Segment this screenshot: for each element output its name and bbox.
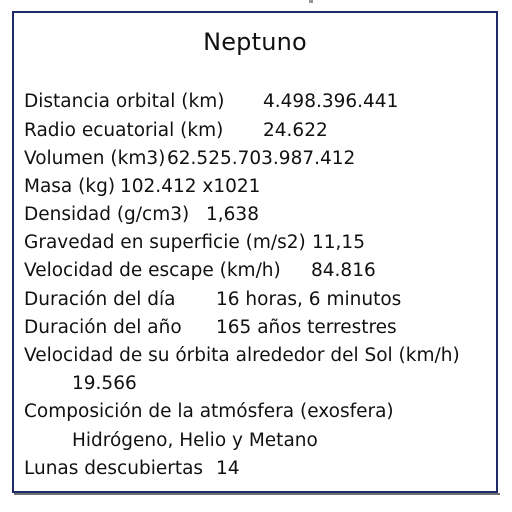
value-density: 1,638 <box>206 204 259 225</box>
value-day-length: 16 horas, 6 minutos <box>216 289 402 310</box>
value-mass: 102.412 x1021 <box>120 176 261 197</box>
row-gravity: Gravedad en superficie (m/s2) 11,15 <box>24 231 365 255</box>
row-density: Densidad (g/cm3) 1,638 <box>24 203 259 227</box>
value-gravity: 11,15 <box>312 232 365 253</box>
value-escape-velocity: 84.816 <box>311 260 376 281</box>
value-moons: 14 <box>216 458 240 479</box>
label-day-length: Duración del día <box>24 289 176 310</box>
row-equatorial-radius: Radio ecuatorial (km) 24.622 <box>24 119 328 143</box>
value-equatorial-radius: 24.622 <box>263 120 328 141</box>
row-day-length: Duración del día 16 horas, 6 minutos <box>24 288 401 312</box>
label-moons: Lunas descubiertas <box>24 458 204 479</box>
row-moons: Lunas descubiertas 14 <box>24 457 240 481</box>
planet-info-card: Neptuno Distancia orbital (km) 4.498.396… <box>12 11 498 493</box>
label-orbit-speed: Velocidad de su órbita alrededor del Sol… <box>24 345 460 366</box>
label-orbital-distance: Distancia orbital (km) <box>24 91 225 112</box>
row-volume: Volumen (km3) 62.525.703.987.412 <box>24 147 355 171</box>
row-orbit-speed-label: Velocidad de su órbita alrededor del Sol… <box>24 344 460 368</box>
row-atmosphere-label: Composición de la atmósfera (exosfera) <box>24 400 394 424</box>
top-edge-mark <box>309 0 313 3</box>
label-density: Densidad (g/cm3) <box>24 204 190 225</box>
label-mass: Masa (kg) <box>24 176 116 197</box>
value-orbital-distance: 4.498.396.441 <box>263 91 399 112</box>
label-equatorial-radius: Radio ecuatorial (km) <box>24 120 224 141</box>
label-atmosphere: Composición de la atmósfera (exosfera) <box>24 401 394 422</box>
row-escape-velocity: Velocidad de escape (km/h) 84.816 <box>24 259 376 283</box>
value-orbit-speed: 19.566 <box>72 373 137 394</box>
label-volume: Volumen (km3) <box>24 148 166 169</box>
label-year-length: Duración del año <box>24 317 182 338</box>
label-gravity: Gravedad en superficie (m/s2) <box>24 232 306 253</box>
value-year-length: 165 años terrestres <box>216 317 397 338</box>
row-year-length: Duración del año 165 años terrestres <box>24 316 397 340</box>
page-title: Neptuno <box>203 28 307 56</box>
value-volume: 62.525.703.987.412 <box>167 148 356 169</box>
value-atmosphere: Hidrógeno, Helio y Metano <box>72 430 318 451</box>
row-orbital-distance: Distancia orbital (km) 4.498.396.441 <box>24 90 398 114</box>
card-shadow <box>14 493 500 495</box>
row-mass: Masa (kg) 102.412 x1021 <box>24 175 260 199</box>
label-escape-velocity: Velocidad de escape (km/h) <box>24 260 281 281</box>
